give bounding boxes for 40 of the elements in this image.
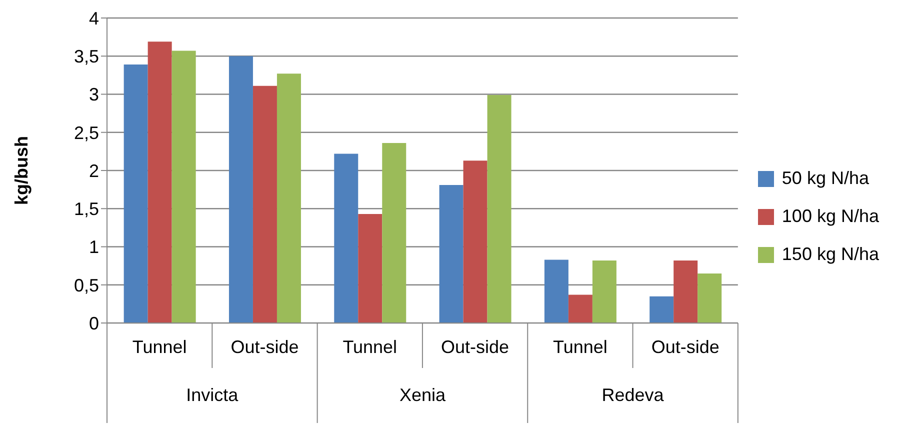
x-tick-label: Tunnel <box>132 337 187 357</box>
legend-label: 100 kg N/ha <box>782 206 879 226</box>
bar <box>252 86 277 323</box>
bar <box>463 160 488 323</box>
x-tick-label: Out-side <box>651 337 720 357</box>
bar <box>698 273 722 323</box>
y-tick-label: 1 <box>88 237 99 258</box>
x-tick-label: Tunnel <box>342 337 398 357</box>
x-tick-label: Out-side <box>230 337 299 357</box>
text: Invicta <box>186 385 240 405</box>
bar <box>382 143 406 323</box>
bar <box>358 214 382 323</box>
y-tick-label: 0 <box>88 313 99 334</box>
bar <box>650 296 674 323</box>
y-axis-title: kg/bush <box>11 136 32 206</box>
x-tick-label: Out-side <box>441 337 510 357</box>
bar <box>544 260 568 323</box>
bar <box>228 56 253 323</box>
bar <box>487 95 512 323</box>
text: Redeva <box>602 385 665 405</box>
bar <box>148 42 172 323</box>
bar <box>124 64 148 323</box>
y-tick-label: 2 <box>88 160 99 181</box>
bar <box>439 184 464 323</box>
bar <box>592 260 616 323</box>
y-tick-label: 4 <box>88 8 99 28</box>
bar <box>334 154 358 323</box>
y-tick-label: 1,5 <box>74 199 99 220</box>
legend-label: 150 kg N/ha <box>782 244 879 264</box>
y-tick-label: 3 <box>88 84 99 105</box>
y-tick-label: 3,5 <box>74 46 99 67</box>
bar <box>674 260 698 323</box>
text: Xenia <box>399 385 446 405</box>
bar <box>568 294 592 323</box>
legend-label: 50 kg N/ha <box>782 168 869 188</box>
bar <box>172 50 196 323</box>
y-tick-label: 0,5 <box>74 275 99 296</box>
x-tick-label: Tunnel <box>553 337 608 357</box>
y-tick-label: 2,5 <box>74 122 99 143</box>
bar <box>276 74 301 323</box>
